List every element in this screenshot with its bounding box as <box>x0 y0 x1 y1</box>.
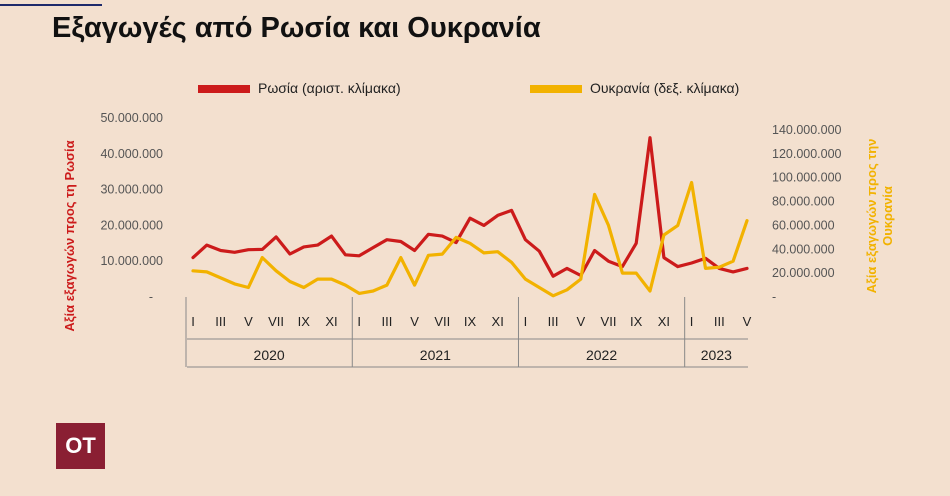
legend: Ρωσία (αριστ. κλίμακα) Ουκρανία (δεξ. κλί… <box>198 80 739 96</box>
y-left-tick-label: 10.000.000 <box>100 254 163 268</box>
month-label: IX <box>630 314 643 329</box>
y-right-tick-label: 100.000.000 <box>772 171 842 185</box>
year-label: 2020 <box>254 347 285 363</box>
year-label: 2022 <box>586 347 617 363</box>
y-right-tick-label: 140.000.000 <box>772 123 842 137</box>
logo-text: OT <box>65 433 96 458</box>
y-right-tick-label: 20.000.000 <box>772 266 835 280</box>
y-left-tick-label: 40.000.000 <box>100 147 163 161</box>
month-label: XI <box>325 314 337 329</box>
y-right-tick-label: 120.000.000 <box>772 147 842 161</box>
month-label: I <box>191 314 195 329</box>
y-left-tick-label: 50.000.000 <box>100 111 163 125</box>
axes: - 10.000.000 20.000.000 30.000.000 40.000.00… <box>62 111 895 368</box>
legend-label: Ρωσία (αριστ. κλίμακα) <box>258 80 401 96</box>
top-accent-line <box>0 4 102 6</box>
month-label: VII <box>268 314 284 329</box>
series-line-ukraine <box>191 180 749 298</box>
month-label: VII <box>434 314 450 329</box>
legend-swatch <box>198 85 250 93</box>
legend-swatch <box>530 85 582 93</box>
y-left-tick-label: - <box>149 290 153 304</box>
month-label: V <box>410 314 419 329</box>
legend-label: Ουκρανία (δεξ. κλίμακα) <box>590 80 739 96</box>
month-label: I <box>524 314 528 329</box>
y-left-axis-title: Αξία εξαγωγών προς τη Ρωσία <box>62 140 77 331</box>
y-left-tick-label: 20.000.000 <box>100 218 163 232</box>
y-left-tick-label: 30.000.000 <box>100 183 163 197</box>
year-label: 2023 <box>701 347 732 363</box>
month-label: I <box>690 314 694 329</box>
y-right-tick-label: 40.000.000 <box>772 242 835 256</box>
month-label: V <box>576 314 585 329</box>
month-label: XI <box>492 314 504 329</box>
series-lines <box>191 136 749 298</box>
month-label: XI <box>658 314 670 329</box>
y-right-axis-title-line: Αξία εξαγωγών προς την <box>864 139 879 294</box>
month-label: V <box>743 314 752 329</box>
y-right-tick-label: 60.000.000 <box>772 218 835 232</box>
month-label: V <box>244 314 253 329</box>
series-line-russia <box>191 136 749 278</box>
month-label: III <box>714 314 725 329</box>
month-label: I <box>357 314 361 329</box>
y-right-tick-label: 80.000.000 <box>772 195 835 209</box>
y-right-tick-label: - <box>772 290 776 304</box>
month-label: III <box>548 314 559 329</box>
ot-logo: OT <box>56 423 105 469</box>
month-label: VII <box>601 314 617 329</box>
month-label: III <box>381 314 392 329</box>
month-label: IX <box>298 314 311 329</box>
y-right-axis-title: Αξία εξαγωγών προς τηνΟυκρανία <box>864 139 895 294</box>
year-label: 2021 <box>420 347 451 363</box>
y-right-axis-title-line: Ουκρανία <box>880 186 895 246</box>
month-label: IX <box>464 314 477 329</box>
page-title: Εξαγωγές από Ρωσία και Ουκρανία <box>52 12 541 44</box>
month-label: III <box>215 314 226 329</box>
